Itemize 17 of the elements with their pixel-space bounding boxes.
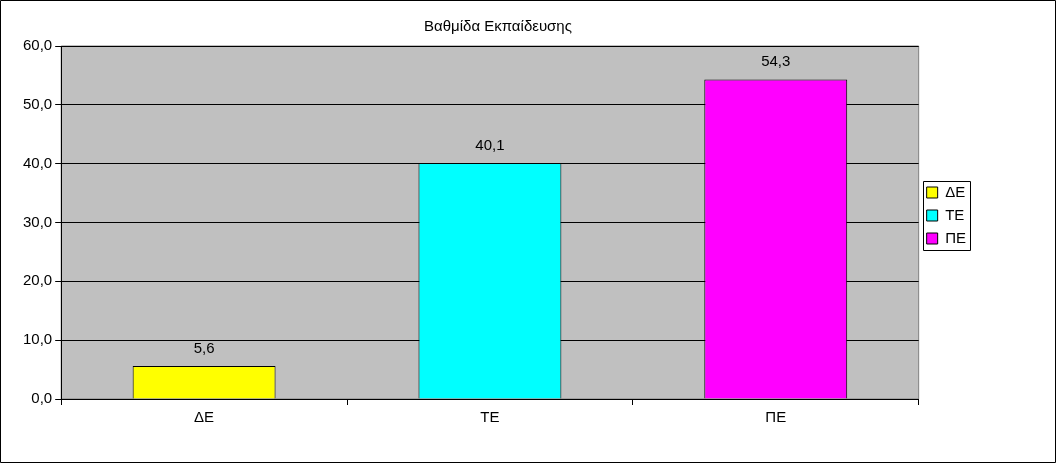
chart-title: Βαθμίδα Εκπαίδευσης xyxy=(424,17,572,35)
legend-label: ΤΕ xyxy=(945,205,965,223)
legend-label: ΠΕ xyxy=(945,228,967,246)
y-tick-label: 0,0 xyxy=(31,389,53,407)
x-tick-label: ΤΕ xyxy=(480,408,500,426)
y-tick-label: 40,0 xyxy=(22,153,53,171)
y-tick-label: 30,0 xyxy=(22,212,53,230)
data-label: 5,6 xyxy=(193,338,215,356)
data-label: 40,1 xyxy=(475,135,505,153)
y-tick-label: 20,0 xyxy=(22,271,53,289)
y-tick-label: 50,0 xyxy=(22,94,53,112)
x-tick-label: ΠΕ xyxy=(765,408,787,426)
y-tick-label: 10,0 xyxy=(22,330,53,348)
y-tick-label: 60,0 xyxy=(22,36,53,54)
data-label: 54,3 xyxy=(761,52,791,70)
legend-label: ΔΕ xyxy=(945,182,966,200)
x-tick-label: ΔΕ xyxy=(194,408,215,426)
